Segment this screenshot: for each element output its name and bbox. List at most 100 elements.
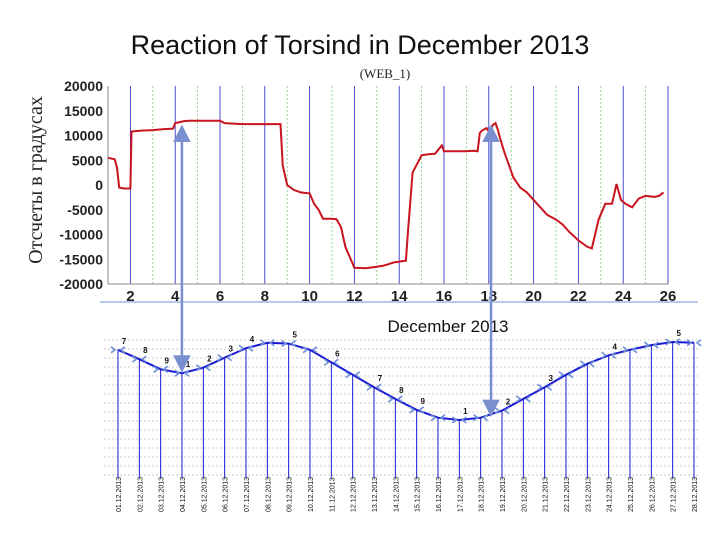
- bottom-annotation-label: 7: [378, 374, 383, 383]
- top-x-tick-label: 24: [615, 288, 632, 305]
- top-x-tick-labels: 2 4 6 8 10 12 14 16 18 20 22 24 26: [126, 288, 676, 305]
- bottom-annotation-label: 2: [207, 355, 212, 364]
- top-x-tick-label: 16: [436, 288, 453, 305]
- bottom-x-tick-label: 01.12.2013: [116, 477, 123, 512]
- top-chart: 20000 15000 10000 5000 0 -5000 -10000 -15000 -20…: [25, 66, 698, 305]
- bottom-x-tick-label: 13.12.2013: [372, 477, 379, 512]
- bottom-point-marker: [281, 339, 297, 348]
- bottom-x-tick-label: 16.12.2013: [436, 477, 443, 512]
- bottom-chart-title: December 2013: [388, 317, 509, 336]
- top-y-axis-label: Отсчеты в градусах: [25, 96, 47, 264]
- top-y-tick-label: -15000: [59, 251, 103, 267]
- bottom-x-tick-labels: 01.12.2013 02.12.2013 03.12.2013 04.12.2013…: [116, 477, 699, 512]
- bottom-x-tick-label: 21.12.2013: [543, 477, 550, 512]
- bottom-x-tick-label: 24.12.2013: [607, 477, 614, 512]
- bottom-annotation-label: 7: [122, 337, 127, 346]
- bottom-point-marker: [665, 338, 681, 346]
- top-y-tick-label: 20000: [64, 78, 103, 94]
- bottom-x-tick-label: 08.12.2013: [265, 477, 272, 512]
- bottom-x-tick-label: 06.12.2013: [223, 477, 230, 512]
- bottom-chart-stems: [117, 342, 695, 478]
- bottom-point-marker: [537, 383, 553, 391]
- top-y-tick-label: 10000: [64, 128, 103, 144]
- bottom-annotation-label: 4: [250, 335, 255, 344]
- top-x-tick-label: 18: [480, 288, 497, 305]
- bottom-annotation-label: 5: [676, 329, 681, 338]
- bottom-series-line: [117, 340, 695, 422]
- bottom-point-marker: [643, 341, 659, 349]
- top-y-tick-label: -5000: [67, 202, 103, 218]
- top-x-tick-label: 26: [660, 288, 677, 305]
- bottom-x-tick-label: 23.12.2013: [585, 477, 592, 512]
- bottom-x-tick-label: 26.12.2013: [649, 477, 656, 512]
- bottom-x-tick-label: 14.12.2013: [393, 477, 400, 512]
- bottom-x-tick-label: 18.12.2013: [479, 477, 486, 512]
- bottom-point-marker: [323, 358, 339, 366]
- bottom-point-marker: [345, 371, 361, 379]
- bottom-annotation-label: 2: [506, 398, 511, 407]
- bottom-x-tick-label: 27.12.2013: [671, 477, 678, 512]
- bottom-chart-grid: [104, 339, 698, 476]
- bottom-annotation-label: 9: [420, 397, 425, 406]
- top-chart-grid: [107, 86, 669, 284]
- bottom-point-marker: [579, 360, 595, 368]
- top-x-tick-label: 20: [525, 288, 542, 305]
- bottom-x-tick-label: 19.12.2013: [500, 477, 507, 512]
- top-x-tick-label: 10: [301, 288, 318, 305]
- top-series-line: [107, 119, 665, 270]
- top-y-tick-label: 0: [95, 177, 103, 193]
- bottom-annotation-label: 3: [228, 345, 233, 354]
- top-y-tick-label: 15000: [64, 103, 103, 119]
- bottom-point-marker: [622, 346, 638, 354]
- bottom-point-marker: [409, 406, 425, 414]
- top-y-tick-label: 5000: [72, 152, 103, 168]
- slide-title: Reaction of Torsind in December 2013: [130, 30, 590, 60]
- top-x-tick-label: 8: [261, 288, 269, 305]
- top-x-tick-label: 2: [126, 288, 134, 305]
- bottom-annotation-label: 5: [292, 331, 297, 340]
- bottom-x-tick-label: 02.12.2013: [137, 477, 144, 512]
- bottom-x-tick-label: 09.12.2013: [287, 477, 294, 512]
- bottom-x-tick-label: 05.12.2013: [201, 477, 208, 512]
- bottom-x-tick-label: 10.12.2013: [308, 477, 315, 512]
- bottom-x-tick-label: 28.12.2013: [692, 477, 699, 512]
- top-x-tick-label: 4: [171, 288, 180, 305]
- bottom-point-marker: [558, 371, 574, 379]
- bottom-point-marker: [153, 365, 169, 373]
- bottom-point-marker: [686, 339, 702, 347]
- bottom-annotation-label: 4: [612, 342, 617, 351]
- top-y-tick-label: -10000: [59, 227, 103, 243]
- bottom-point-marker: [601, 351, 617, 359]
- bottom-x-tick-label: 07.12.2013: [244, 477, 251, 512]
- top-x-tick-label: 14: [391, 288, 408, 305]
- bottom-point-marker: [217, 353, 233, 362]
- bottom-point-marker: [366, 383, 382, 391]
- bottom-annotation-label: 9: [164, 356, 169, 365]
- bottom-point-marker: [387, 395, 403, 403]
- bottom-x-tick-label: 25.12.2013: [628, 477, 635, 512]
- bottom-chart-annotations: 7 8 9 1 2 3 4 5 6 7 8 9 1 2 3 4 5: [122, 329, 682, 416]
- top-x-tick-label: 12: [346, 288, 363, 305]
- top-y-tick-label: -20000: [59, 276, 103, 292]
- bottom-chart: December 2013 7 8 9 1 2 3 4 5 6 7 8 9 1 2 3 4 5 01.12.20…: [104, 317, 702, 512]
- bottom-point-marker: [238, 344, 254, 352]
- bottom-point-marker: [515, 395, 531, 403]
- bottom-point-marker: [259, 339, 275, 347]
- bottom-annotation-label: 1: [186, 360, 191, 369]
- bottom-point-marker: [430, 414, 446, 422]
- bottom-x-tick-label: 22.12.2013: [564, 477, 571, 512]
- top-y-tick-labels: 20000 15000 10000 5000 0 -5000 -10000 -15000 -20…: [59, 78, 103, 292]
- bottom-annotation-label: 6: [335, 349, 340, 358]
- bottom-x-tick-label: 11.12.2013: [329, 477, 336, 512]
- bottom-point-marker: [451, 416, 467, 424]
- bottom-chart-points: [110, 338, 702, 424]
- bottom-x-tick-label: 20.12.2013: [521, 477, 528, 512]
- bottom-annotation-label: 8: [399, 386, 404, 395]
- bottom-point-marker: [195, 364, 211, 372]
- bottom-x-tick-label: 04.12.2013: [180, 477, 187, 512]
- top-chart-subtitle: (WEB_1): [360, 66, 411, 81]
- top-x-tick-label: 6: [216, 288, 224, 305]
- connector-arrows: [173, 124, 500, 418]
- top-x-tick-label: 22: [570, 288, 587, 305]
